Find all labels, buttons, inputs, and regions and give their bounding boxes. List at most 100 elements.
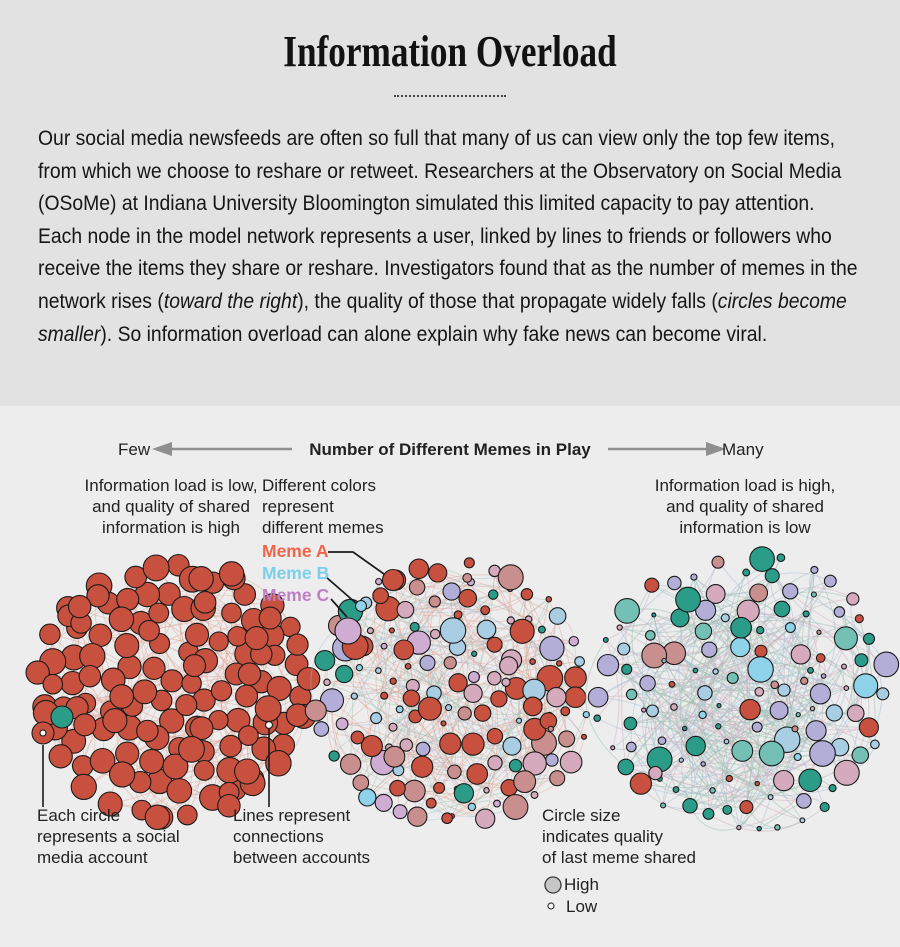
network-node (661, 657, 667, 664)
network-node (210, 680, 233, 702)
network-node (425, 797, 437, 809)
network-node (463, 683, 483, 703)
network-node (25, 660, 50, 685)
network-node (756, 825, 762, 832)
legend-high-label: High (564, 875, 599, 894)
network-node (800, 676, 809, 686)
network-node (502, 736, 522, 756)
network-node (493, 799, 501, 808)
network-node (234, 758, 261, 785)
network-node (39, 623, 61, 646)
network-node (389, 677, 397, 685)
caption-lines-represent: Lines represent connections between acco… (233, 805, 403, 868)
network-node (629, 772, 653, 795)
network-node (694, 622, 713, 641)
network-node (313, 721, 330, 737)
network-node (825, 704, 843, 722)
caption-line: media account (37, 848, 148, 867)
network-node (548, 607, 567, 625)
network-node (625, 741, 637, 753)
network-node (458, 588, 478, 608)
network-node (355, 664, 364, 672)
network-node (67, 594, 92, 619)
network-node (487, 755, 503, 771)
network-node (508, 758, 523, 773)
network-node (858, 717, 879, 738)
network-node (810, 591, 817, 598)
network-node (756, 626, 765, 635)
network-node (520, 588, 534, 601)
network-node (193, 590, 217, 614)
network-node (564, 666, 587, 689)
network-node (448, 673, 468, 693)
network-node (851, 746, 870, 764)
network-node (697, 685, 713, 701)
network-node (820, 673, 827, 679)
caption-low-load: Information load is low, and quality of … (60, 475, 282, 538)
network-node (646, 704, 659, 718)
network-node (443, 656, 457, 670)
network-node (725, 774, 733, 783)
network-node (108, 606, 135, 633)
network-node (545, 753, 559, 767)
network-node (574, 656, 585, 667)
network-node (522, 696, 543, 717)
network-node (530, 791, 539, 799)
network-node (843, 685, 850, 691)
network-node (802, 610, 810, 618)
network-node (770, 680, 780, 690)
network-node (218, 561, 245, 587)
network-node (777, 683, 791, 697)
network-node (668, 680, 676, 688)
network-node (587, 686, 609, 708)
axis-label-many: Many (722, 440, 764, 459)
network-node (672, 786, 680, 794)
network-node (409, 621, 420, 632)
network-node (749, 583, 769, 603)
network-node (823, 574, 837, 588)
network-node (335, 717, 349, 731)
intro-section: Information Overload (0, 0, 900, 406)
network-node (846, 592, 860, 606)
network-node (73, 713, 97, 737)
network-node (402, 689, 421, 708)
network-node (108, 761, 136, 788)
network-node (644, 630, 656, 641)
network-node (415, 741, 431, 757)
network-some-memes (304, 557, 590, 829)
network-node (764, 568, 780, 584)
network-node (114, 633, 140, 659)
network-node (617, 758, 635, 776)
network-node (739, 800, 754, 815)
network-node (819, 802, 830, 813)
network-node (616, 624, 623, 631)
network-node (366, 627, 374, 635)
network-node (555, 660, 563, 667)
network-node (235, 684, 259, 708)
caption-line: Information load is low, (84, 476, 258, 495)
network-node (657, 736, 667, 746)
network-node (767, 794, 774, 801)
network-node (372, 587, 389, 605)
network-node (502, 794, 529, 820)
network-node (350, 692, 358, 700)
network-node (323, 678, 331, 687)
network-node (736, 824, 742, 831)
network-node (805, 720, 827, 742)
network-node (558, 730, 576, 748)
network-node (846, 704, 865, 723)
network-node (380, 691, 389, 700)
network-node (546, 687, 567, 708)
network-node (549, 770, 566, 787)
network-node (403, 779, 426, 803)
network-node (726, 671, 739, 685)
network-node (751, 721, 763, 733)
network-node (782, 583, 799, 600)
axis-label-few: Few (118, 440, 151, 459)
network-node (730, 636, 751, 658)
network-node (795, 793, 812, 809)
network-node (176, 804, 198, 826)
network-node (440, 720, 447, 727)
network-node (374, 793, 393, 812)
network-many-memes-nodes (587, 546, 900, 832)
